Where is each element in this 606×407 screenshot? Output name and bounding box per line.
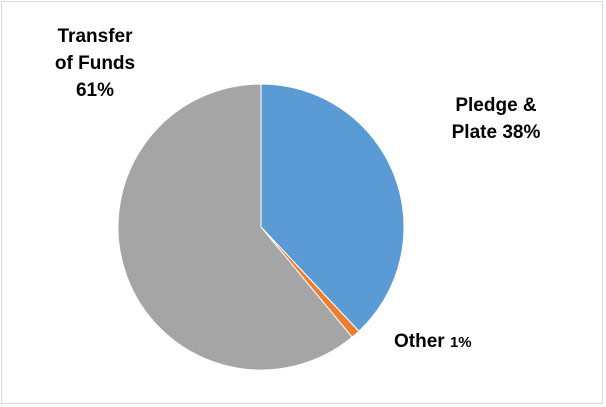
data-label-pledge-and-plate: Pledge & Plate 38% <box>426 92 566 146</box>
pie-slice-pledge-plate <box>260 83 405 332</box>
pie-slice-transfer-of-funds <box>117 83 353 371</box>
data-label-transfer-of-funds: Transfer of Funds 61% <box>30 23 160 104</box>
data-label-transfer-percent: 61% <box>75 80 115 101</box>
data-label-transfer-line2: of Funds <box>54 53 136 74</box>
data-label-other: Other 1% <box>394 328 534 356</box>
data-label-pledge-line1: Pledge & <box>455 95 537 116</box>
data-label-pledge-line2: Plate 38% <box>451 122 541 143</box>
data-label-other-name: Other <box>394 331 445 352</box>
data-label-transfer-line1: Transfer <box>57 26 133 47</box>
data-label-other-percent: 1% <box>449 334 472 351</box>
